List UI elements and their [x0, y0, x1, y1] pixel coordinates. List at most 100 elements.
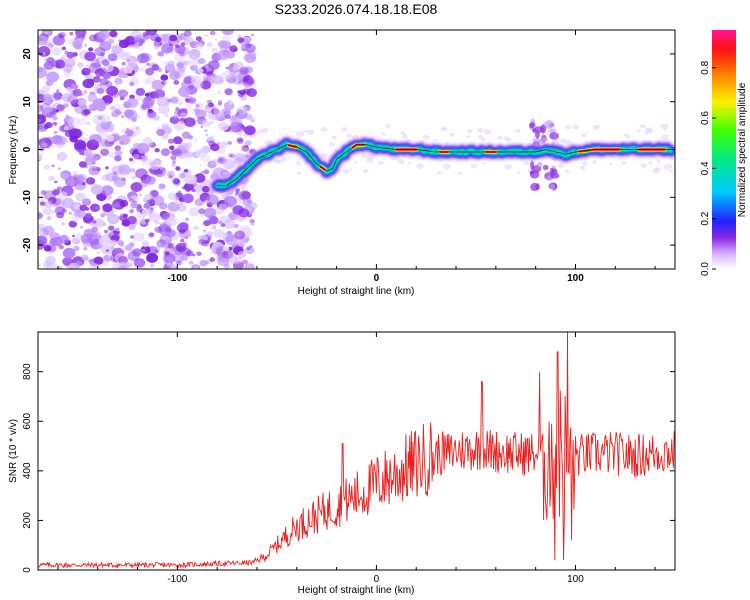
noise-blob — [58, 234, 70, 244]
noise-blob — [640, 163, 647, 168]
noise-blob — [118, 134, 131, 145]
noise-blob — [239, 137, 243, 141]
noise-blob — [660, 123, 669, 130]
noise-blob — [87, 78, 95, 85]
noise-blob — [113, 202, 121, 209]
noise-blob — [503, 136, 510, 141]
noise-blob — [242, 197, 253, 206]
noise-blob — [378, 160, 384, 165]
noise-blob — [74, 179, 82, 185]
noise-blob — [100, 121, 111, 130]
noise-blob — [65, 176, 79, 188]
noise-blob — [106, 249, 109, 252]
noise-blob — [145, 30, 158, 36]
noise-blob — [119, 96, 125, 101]
noise-blob — [130, 182, 143, 192]
noise-blob — [178, 101, 183, 106]
colorbar-tick-label: 0.4 — [700, 161, 711, 175]
noise-blob — [219, 256, 223, 260]
noise-blob — [38, 263, 42, 267]
noise-blob — [243, 88, 251, 95]
noise-blob — [64, 71, 71, 77]
noise-blob — [200, 125, 204, 128]
noise-blob — [177, 203, 187, 212]
noise-blob — [128, 209, 133, 213]
noise-blob — [154, 45, 160, 51]
noise-blob — [150, 207, 154, 210]
noise-blob — [93, 256, 104, 265]
noise-blob — [186, 103, 193, 110]
noise-blob — [46, 71, 60, 83]
noise-blob — [140, 245, 151, 254]
noise-blob — [72, 170, 78, 175]
noise-blob — [222, 171, 229, 176]
noise-blob — [52, 116, 58, 120]
noise-blob — [172, 253, 184, 263]
noise-blob — [100, 213, 105, 218]
noise-blob — [542, 164, 549, 171]
noise-blob — [530, 182, 539, 192]
noise-blob — [304, 130, 308, 133]
y-tick-label: 200 — [22, 512, 33, 529]
noise-blob — [229, 153, 236, 159]
noise-blob — [235, 189, 240, 194]
noise-blob — [172, 178, 181, 185]
noise-blob — [234, 256, 243, 264]
noise-blob — [58, 244, 64, 250]
noise-blob — [227, 153, 233, 158]
noise-blob — [148, 232, 155, 238]
noise-blob — [114, 149, 123, 157]
noise-blob — [217, 102, 223, 106]
x-tick-label: -100 — [167, 273, 187, 284]
noise-blob — [179, 52, 185, 57]
noise-blob — [233, 156, 243, 165]
noise-blob — [96, 87, 105, 94]
noise-blob — [178, 86, 191, 98]
noise-blob — [169, 34, 178, 42]
noise-blob — [360, 153, 367, 158]
noise-blob — [55, 142, 64, 149]
noise-blob — [177, 190, 182, 194]
noise-blob — [222, 158, 236, 170]
noise-blob — [177, 66, 186, 73]
noise-blob — [77, 62, 84, 68]
noise-blob — [40, 190, 47, 195]
noise-blob — [79, 204, 88, 211]
noise-blob — [140, 155, 145, 159]
noise-blob — [118, 256, 128, 265]
noise-blob — [132, 232, 145, 242]
noise-blob — [449, 132, 455, 137]
noise-blob — [211, 47, 219, 54]
noise-blob — [217, 91, 222, 95]
noise-blob — [244, 246, 255, 255]
noise-blob — [202, 75, 212, 83]
noise-blob — [43, 93, 52, 101]
noise-blob — [207, 231, 213, 236]
noise-blob — [111, 44, 123, 55]
noise-blob — [320, 127, 328, 132]
noise-blob — [177, 108, 188, 117]
noise-blob — [180, 42, 186, 47]
noise-blob — [129, 81, 135, 87]
noise-blob — [477, 134, 484, 139]
noise-blob — [203, 207, 217, 218]
noise-blob — [163, 253, 176, 264]
noise-blob — [204, 199, 209, 203]
noise-blob — [38, 124, 44, 130]
noise-blob — [175, 107, 180, 111]
noise-blob — [57, 153, 67, 162]
noise-blob — [183, 117, 196, 128]
noise-blob — [206, 99, 213, 105]
noise-blob — [197, 68, 204, 74]
noise-blob — [550, 183, 556, 190]
noise-blob — [483, 129, 492, 135]
noise-blob — [180, 238, 185, 243]
noise-blob — [179, 221, 189, 230]
noise-blob — [157, 96, 167, 105]
noise-blob — [119, 199, 129, 207]
noise-blob — [295, 130, 305, 137]
noise-blob — [162, 263, 175, 269]
x-tick-label: 0 — [374, 273, 380, 284]
noise-blob — [183, 60, 190, 66]
